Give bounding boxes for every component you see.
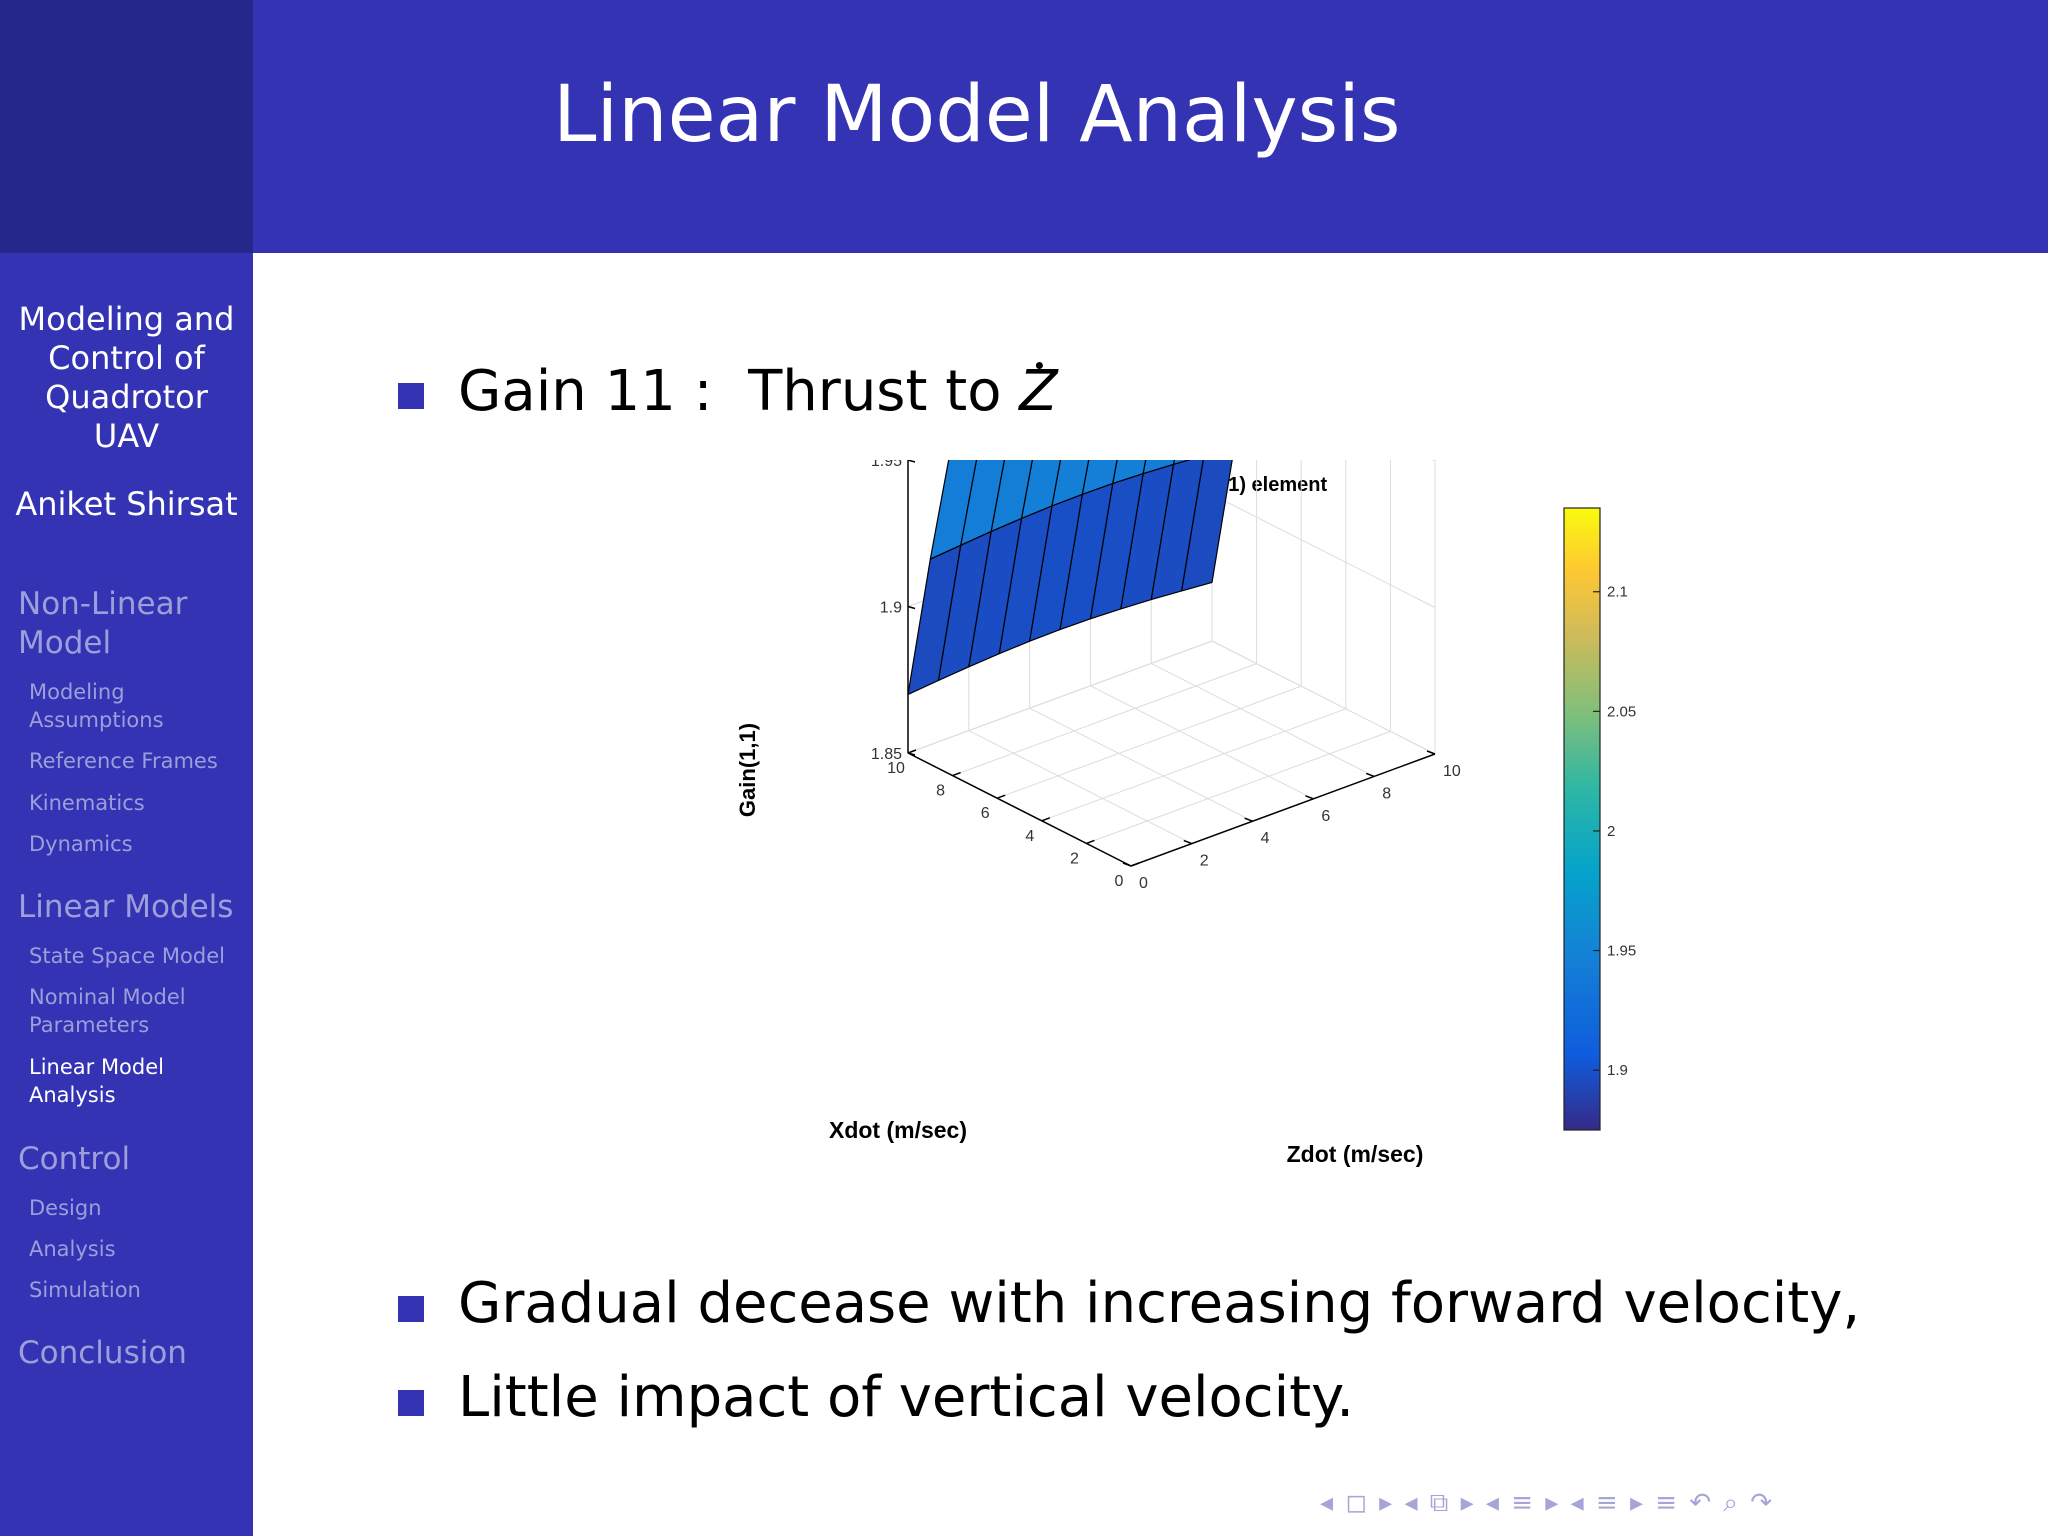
y-axis-label: Zdot (m/sec) [1287,1141,1424,1167]
sidebar-section-non-linear-model[interactable]: Non-Linear Model [18,585,243,663]
presentation-title-line: Modeling and [18,300,235,338]
z-axis-tick [907,460,916,463]
floor-gridline [952,663,1257,777]
item-label-line: Assumptions [29,708,164,732]
item-label-line: Analysis [29,1083,116,1107]
colorbar: 1.9 1.95 2 2.05 2.1 [1563,507,1636,1131]
presentation-author[interactable]: Aniket Shirsat [15,485,238,523]
gain-surface [907,460,1233,695]
colorbar-tick-label: 2 [1607,823,1615,840]
floor-gridline [1041,708,1346,822]
y-axis-tick [1244,817,1253,822]
side-wall-gridline [1211,640,1436,755]
y-tick-label: 4 [1261,830,1270,847]
y-axis-tick [1183,839,1193,845]
bullet-marker [398,383,424,409]
colorbar-gradient [1563,507,1601,1131]
floor-gridline [1150,662,1375,777]
sidebar-item-nominal-model-parameters[interactable]: Nominal Model Parameters [29,983,244,1039]
x-axis-tick [1086,839,1095,845]
colorbar-tick-label: 1.95 [1607,943,1636,960]
y-axis-line [1130,753,1436,867]
sidebar [0,253,253,1536]
sidebar-section-control[interactable]: Control [18,1141,131,1177]
sidebar-item-analysis[interactable]: Analysis [29,1237,116,1261]
y-tick-label: 6 [1321,808,1330,825]
floor-gridline [997,685,1302,799]
floor-gridline [968,730,1193,845]
sidebar-header [0,0,253,253]
sidebar-item-design[interactable]: Design [29,1196,102,1220]
bullet-marker [398,1390,424,1416]
floor-gridline [1086,730,1391,844]
bullet-prefix: Gain 11 : Thrust to [458,359,1020,424]
x-axis-tick [1041,817,1051,822]
colorbar-tick-label: 1.9 [1607,1062,1628,1079]
x-tick-label: 2 [1070,850,1079,867]
x-axis-tick [996,794,1006,799]
y-axis-tick [1305,795,1314,800]
y-tick-label: 8 [1382,785,1391,802]
x-axis-tick [907,749,917,754]
item-label-line: Linear Model [29,1055,164,1079]
x-tick-label: 8 [936,783,945,800]
colorbar-tick-label: 2.05 [1607,703,1636,720]
presentation-title-line: Control of [48,339,205,377]
x-axis-label: Xdot (m/sec) [829,1117,967,1143]
sidebar-item-simulation[interactable]: Simulation [29,1278,141,1302]
sidebar-item-kinematics[interactable]: Kinematics [29,791,145,815]
y-axis-tick [1426,750,1436,755]
y-tick-label: 2 [1200,853,1209,870]
y-axis-tick [1122,862,1132,867]
z-dot-symbol: Z [1019,359,1058,424]
sidebar-item-state-space-model[interactable]: State Space Model [29,944,225,968]
presentation-title-line: UAV [93,417,160,455]
presentation-title[interactable]: Modeling and Control of Quadrotor UAV [0,300,253,456]
side-wall-gridline [1431,460,1436,462]
x-tick-label: 10 [887,760,905,777]
z-tick-label: 1.85 [871,746,902,763]
beamer-navigation-bar[interactable]: ◂ ◻ ▸ ◂ ⧉ ▸ ◂ ≡ ▸ ◂ ≡ ▸ ≡ ↶ ⌕ ↷ [1320,1488,1775,1518]
section-label-line: Non-Linear [18,586,188,622]
x-tick-label: 6 [981,805,990,822]
z-axis-tick [907,605,916,610]
x-tick-label: 0 [1115,873,1124,890]
surface-patch [907,544,962,695]
side-wall-gridline [1211,494,1436,608]
section-label-line: Model [18,625,112,661]
x-tick-label: 4 [1025,828,1034,845]
bullet-vertical-velocity: Little impact of vertical velocity. [458,1365,1355,1430]
presentation-title-line: Quadrotor [45,378,208,416]
back-wall-gridline [907,640,1213,754]
y-axis-tick [1365,772,1375,778]
sidebar-item-linear-model-analysis[interactable]: Linear Model Analysis [29,1053,244,1109]
bullet-gain-11: Gain 11 : Thrust to Z [458,360,1058,424]
sidebar-item-dynamics[interactable]: Dynamics [29,832,133,856]
y-tick-label: 10 [1443,763,1461,780]
z-tick-label: 1.95 [871,460,902,470]
item-label-line: Nominal Model [29,985,186,1009]
sidebar-section-linear-models[interactable]: Linear Models [18,889,234,925]
sidebar-section-conclusion[interactable]: Conclusion [18,1335,187,1371]
slide-header: Linear Model Analysis [253,0,2048,253]
item-label-line: Parameters [29,1013,150,1037]
z-tick-label: 1.9 [880,600,902,617]
x-axis-line [907,752,1132,867]
y-tick-label: 0 [1139,875,1148,892]
floor-gridline [1090,685,1314,800]
floor-gridline [1029,707,1253,822]
sidebar-item-modeling-assumptions[interactable]: Modeling Assumptions [29,678,244,734]
gain-surface-chart: Variation of Gains of (1,1) element 1.85… [735,460,1636,1167]
slide-title: Linear Model Analysis [553,70,1401,160]
sidebar-item-reference-frames[interactable]: Reference Frames [29,749,218,773]
bullet-forward-velocity: Gradual decease with increasing forward … [458,1271,1861,1336]
item-label-line: Modeling [29,680,125,704]
z-axis-label: Gain(1,1) [735,723,760,817]
x-axis-tick [952,771,961,777]
colorbar-tick-label: 2.1 [1607,584,1628,601]
bullet-marker [398,1296,424,1322]
